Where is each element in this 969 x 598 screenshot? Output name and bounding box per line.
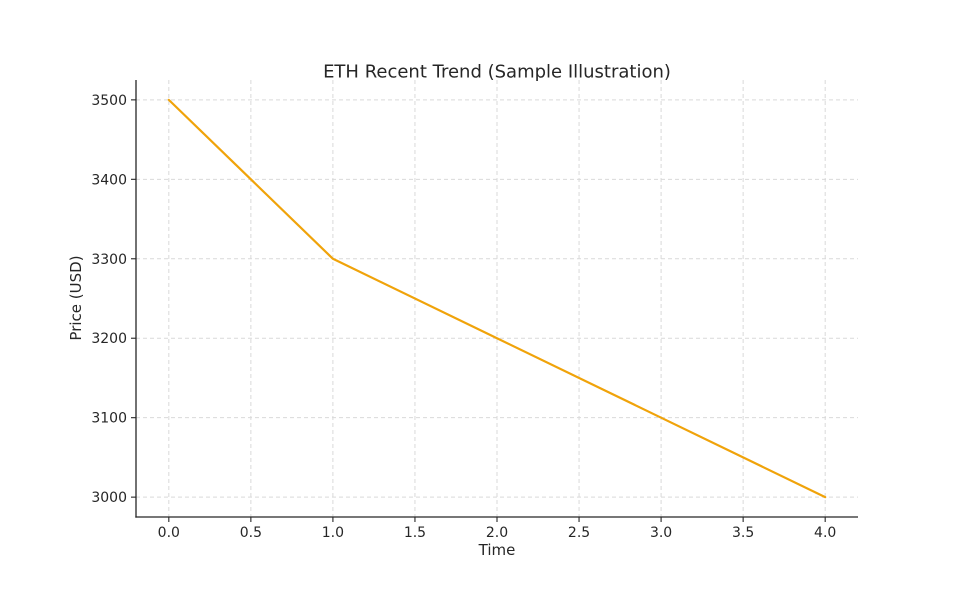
x-tick-label: 1.0 — [322, 525, 344, 541]
x-tick-label: 0.0 — [158, 525, 180, 541]
x-tick-label: 3.0 — [650, 525, 672, 541]
x-tick-label: 1.5 — [404, 525, 426, 541]
y-tick-label: 3100 — [91, 411, 127, 427]
y-tick-label: 3300 — [91, 252, 127, 268]
y-axis-label: Price (USD) — [67, 255, 85, 341]
x-tick-label: 0.5 — [240, 525, 262, 541]
y-tick-label: 3500 — [91, 93, 127, 109]
x-tick-label: 2.0 — [486, 525, 508, 541]
y-tick-label: 3000 — [91, 490, 127, 506]
price-trend-line — [167, 98, 827, 499]
x-tick-label: 2.5 — [568, 525, 590, 541]
y-tick-label: 3200 — [91, 331, 127, 347]
chart-title: ETH Recent Trend (Sample Illustration) — [323, 61, 671, 83]
x-tick-label: 3.5 — [732, 525, 754, 541]
y-tick-label: 3400 — [91, 172, 127, 188]
x-axis-label: Time — [478, 541, 516, 559]
x-tick-label: 4.0 — [814, 525, 836, 541]
